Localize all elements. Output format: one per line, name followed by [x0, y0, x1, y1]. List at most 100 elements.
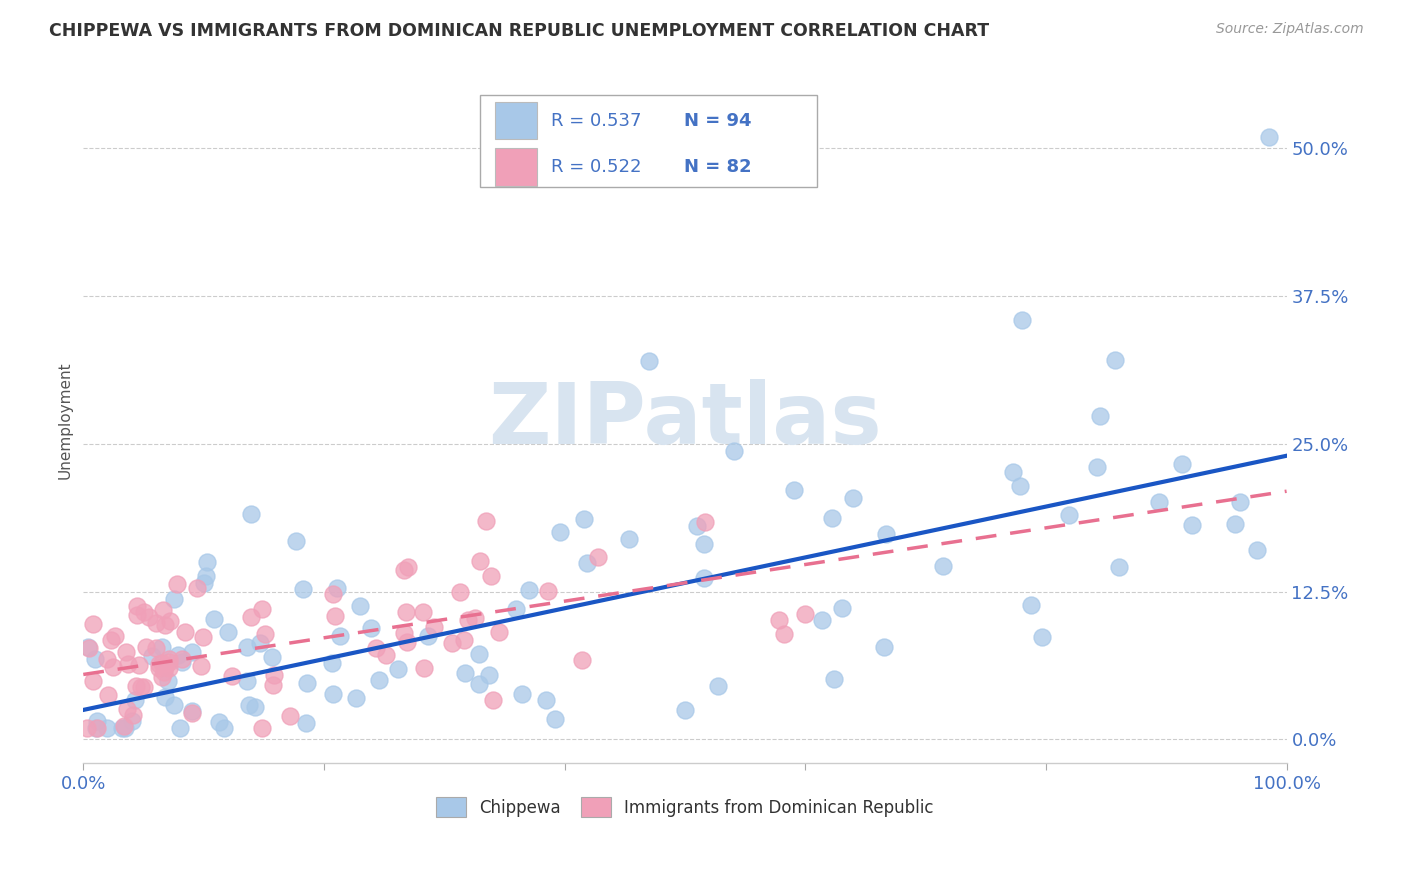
Point	[114, 721, 136, 735]
Point	[157, 661, 180, 675]
Point	[321, 656, 343, 670]
Point	[322, 687, 344, 701]
Point	[349, 599, 371, 614]
Point	[76, 721, 98, 735]
Point	[159, 614, 181, 628]
Point	[221, 669, 243, 683]
Point	[467, 677, 489, 691]
Point	[693, 571, 716, 585]
Point	[252, 721, 274, 735]
Point	[297, 676, 319, 690]
Point	[217, 624, 239, 639]
Point	[148, 661, 170, 675]
Point	[152, 656, 174, 670]
Point	[157, 652, 180, 666]
Point	[783, 483, 806, 498]
Point	[127, 599, 149, 613]
Point	[1001, 465, 1024, 479]
Point	[464, 611, 486, 625]
Point	[842, 491, 865, 505]
Point	[510, 687, 533, 701]
Point	[129, 680, 152, 694]
Point	[505, 602, 527, 616]
Point	[586, 550, 609, 565]
Point	[104, 629, 127, 643]
Point	[544, 712, 567, 726]
Point	[128, 658, 150, 673]
Point	[695, 515, 717, 529]
Point	[548, 524, 571, 539]
Text: CHIPPEWA VS IMMIGRANTS FROM DOMINICAN REPUBLIC UNEMPLOYMENT CORRELATION CHART: CHIPPEWA VS IMMIGRANTS FROM DOMINICAN RE…	[49, 22, 990, 40]
Point	[100, 632, 122, 647]
Point	[180, 645, 202, 659]
Point	[1171, 457, 1194, 471]
Point	[191, 630, 214, 644]
Point	[284, 534, 307, 549]
Point	[169, 721, 191, 735]
Point	[396, 560, 419, 574]
Point	[475, 514, 498, 528]
Point	[875, 527, 897, 541]
Point	[821, 511, 844, 525]
Point	[111, 721, 134, 735]
Point	[153, 690, 176, 704]
Point	[190, 658, 212, 673]
Point	[152, 665, 174, 679]
Point	[101, 660, 124, 674]
Point	[1104, 353, 1126, 368]
Point	[932, 558, 955, 573]
Point	[693, 536, 716, 550]
Point	[326, 581, 349, 595]
Point	[138, 610, 160, 624]
Point	[488, 624, 510, 639]
Point	[262, 650, 284, 665]
Text: Source: ZipAtlas.com: Source: ZipAtlas.com	[1216, 22, 1364, 37]
Point	[117, 702, 139, 716]
Point	[124, 679, 146, 693]
Point	[208, 714, 231, 729]
Point	[292, 582, 315, 596]
Point	[132, 680, 155, 694]
Point	[180, 704, 202, 718]
Point	[772, 626, 794, 640]
Point	[637, 354, 659, 368]
Point	[152, 640, 174, 654]
Point	[723, 444, 745, 458]
Point	[82, 617, 104, 632]
Text: N = 94: N = 94	[683, 112, 751, 129]
Point	[823, 672, 845, 686]
Point	[673, 703, 696, 717]
Point	[263, 668, 285, 682]
Point	[76, 640, 98, 655]
Point	[457, 613, 479, 627]
Point	[831, 601, 853, 615]
Point	[1085, 459, 1108, 474]
Point	[295, 715, 318, 730]
Point	[453, 632, 475, 647]
Point	[156, 673, 179, 688]
Point	[194, 568, 217, 582]
Text: N = 82: N = 82	[683, 158, 751, 176]
Point	[181, 706, 204, 721]
Point	[254, 627, 277, 641]
Point	[250, 601, 273, 615]
Point	[1229, 495, 1251, 509]
FancyBboxPatch shape	[495, 102, 537, 139]
Y-axis label: Unemployment: Unemployment	[58, 361, 72, 479]
Point	[387, 662, 409, 676]
Point	[121, 708, 143, 723]
Point	[195, 555, 218, 569]
Point	[115, 644, 138, 658]
Point	[617, 533, 640, 547]
Point	[124, 693, 146, 707]
Point	[186, 581, 208, 595]
Point	[163, 698, 186, 712]
Point	[344, 691, 367, 706]
Point	[238, 698, 260, 713]
Point	[412, 605, 434, 619]
FancyBboxPatch shape	[495, 148, 537, 186]
Point	[166, 648, 188, 663]
Point	[375, 648, 398, 663]
Point	[202, 612, 225, 626]
Point	[132, 605, 155, 619]
